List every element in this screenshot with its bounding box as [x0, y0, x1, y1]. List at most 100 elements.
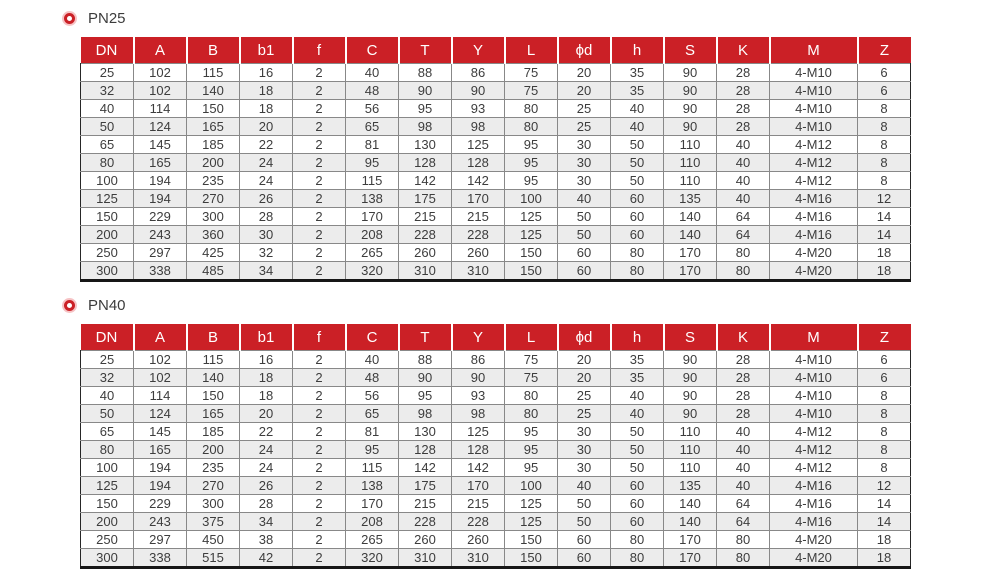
column-header: A [132, 324, 187, 351]
cell: 34 [239, 512, 293, 531]
cell: 185 [186, 135, 240, 154]
table-row: 200 243 375 34 2 208 228 228 125 50 60 140 64 4-M16 14 [80, 512, 911, 531]
cell: 40 [610, 386, 664, 405]
table-row: 40 114 150 18 2 56 95 93 80 25 40 90 28 4-M10 8 [80, 99, 911, 118]
cell: 86 [451, 350, 505, 369]
cell: 40 [716, 189, 770, 208]
cell: 80 [610, 261, 664, 282]
cell: 425 [186, 243, 240, 262]
cell: 8 [857, 99, 911, 118]
cell: 260 [398, 243, 452, 262]
cell: 18 [857, 261, 911, 282]
section-title: PN25 [88, 9, 126, 27]
cell: 138 [345, 476, 399, 495]
cell: 81 [345, 135, 399, 154]
cell: 50 [610, 440, 664, 459]
cell: 80 [716, 261, 770, 282]
column-header: M [768, 324, 858, 351]
cell: 165 [133, 440, 187, 459]
cell: 140 [186, 81, 240, 100]
cell: 8 [857, 440, 911, 459]
column-header: L [503, 324, 558, 351]
cell: 40 [716, 458, 770, 477]
cell: 90 [663, 404, 717, 423]
table-row: 200 243 360 30 2 208 228 228 125 50 60 140 64 4-M16 14 [80, 225, 911, 244]
column-header: M [768, 37, 858, 64]
cell: 40 [610, 404, 664, 423]
cell: 265 [345, 243, 399, 262]
cell: 4-M20 [769, 530, 858, 549]
cell: 95 [398, 99, 452, 118]
cell: 60 [557, 243, 611, 262]
cell: 4-M16 [769, 494, 858, 513]
table-row: 65 145 185 22 2 81 130 125 95 30 50 110 40 4-M12 8 [80, 422, 911, 441]
cell: 60 [557, 530, 611, 549]
cell: 50 [80, 117, 134, 136]
cell: 270 [186, 189, 240, 208]
bullet-icon [64, 12, 75, 24]
cell: 20 [239, 404, 293, 423]
cell: 40 [80, 99, 134, 118]
cell: 125 [451, 135, 505, 154]
cell: 28 [716, 117, 770, 136]
table-row: 250 297 425 32 2 265 260 260 150 60 80 170 80 4-M20 18 [80, 243, 911, 262]
cell: 20 [557, 350, 611, 369]
cell: 142 [398, 171, 452, 190]
cell: 128 [398, 440, 452, 459]
cell: 12 [857, 476, 911, 495]
cell: 485 [186, 261, 240, 282]
cell: 2 [292, 368, 346, 387]
cell: 48 [345, 368, 399, 387]
cell: 32 [80, 81, 134, 100]
cell: 28 [716, 386, 770, 405]
cell: 28 [716, 368, 770, 387]
cell: 80 [80, 440, 134, 459]
cell: 65 [345, 404, 399, 423]
table-row: 25 102 115 16 2 40 88 86 75 20 35 90 28 4-M10 6 [80, 350, 911, 369]
cell: 142 [398, 458, 452, 477]
cell: 194 [133, 171, 187, 190]
cell: 24 [239, 171, 293, 190]
cell: 270 [186, 476, 240, 495]
cell: 194 [133, 458, 187, 477]
cell: 114 [133, 99, 187, 118]
cell: 165 [186, 404, 240, 423]
column-header: Z [856, 324, 911, 351]
cell: 40 [80, 386, 134, 405]
cell: 60 [610, 494, 664, 513]
cell: 4-M10 [769, 81, 858, 100]
cell: 2 [292, 99, 346, 118]
cell: 125 [504, 512, 558, 531]
cell: 81 [345, 422, 399, 441]
cell: 64 [716, 512, 770, 531]
cell: 2 [292, 476, 346, 495]
cell: 80 [610, 530, 664, 549]
cell: 80 [504, 117, 558, 136]
cell: 165 [186, 117, 240, 136]
cell: 150 [504, 530, 558, 549]
cell: 194 [133, 189, 187, 208]
cell: 170 [663, 530, 717, 549]
cell: 135 [663, 476, 717, 495]
cell: 229 [133, 494, 187, 513]
cell: 32 [80, 368, 134, 387]
cell: 65 [80, 135, 134, 154]
cell: 50 [610, 135, 664, 154]
column-header: C [344, 37, 399, 64]
cell: 125 [504, 225, 558, 244]
cell: 110 [663, 135, 717, 154]
column-header: h [609, 37, 664, 64]
cell: 4-M10 [769, 404, 858, 423]
cell: 8 [857, 404, 911, 423]
cell: 228 [451, 512, 505, 531]
cell: 50 [557, 512, 611, 531]
cell: 40 [345, 63, 399, 82]
cell: 60 [610, 476, 664, 495]
cell: 228 [398, 225, 452, 244]
cell: 2 [292, 117, 346, 136]
cell: 208 [345, 225, 399, 244]
cell: 40 [557, 189, 611, 208]
cell: 4-M20 [769, 261, 858, 282]
cell: 140 [663, 494, 717, 513]
